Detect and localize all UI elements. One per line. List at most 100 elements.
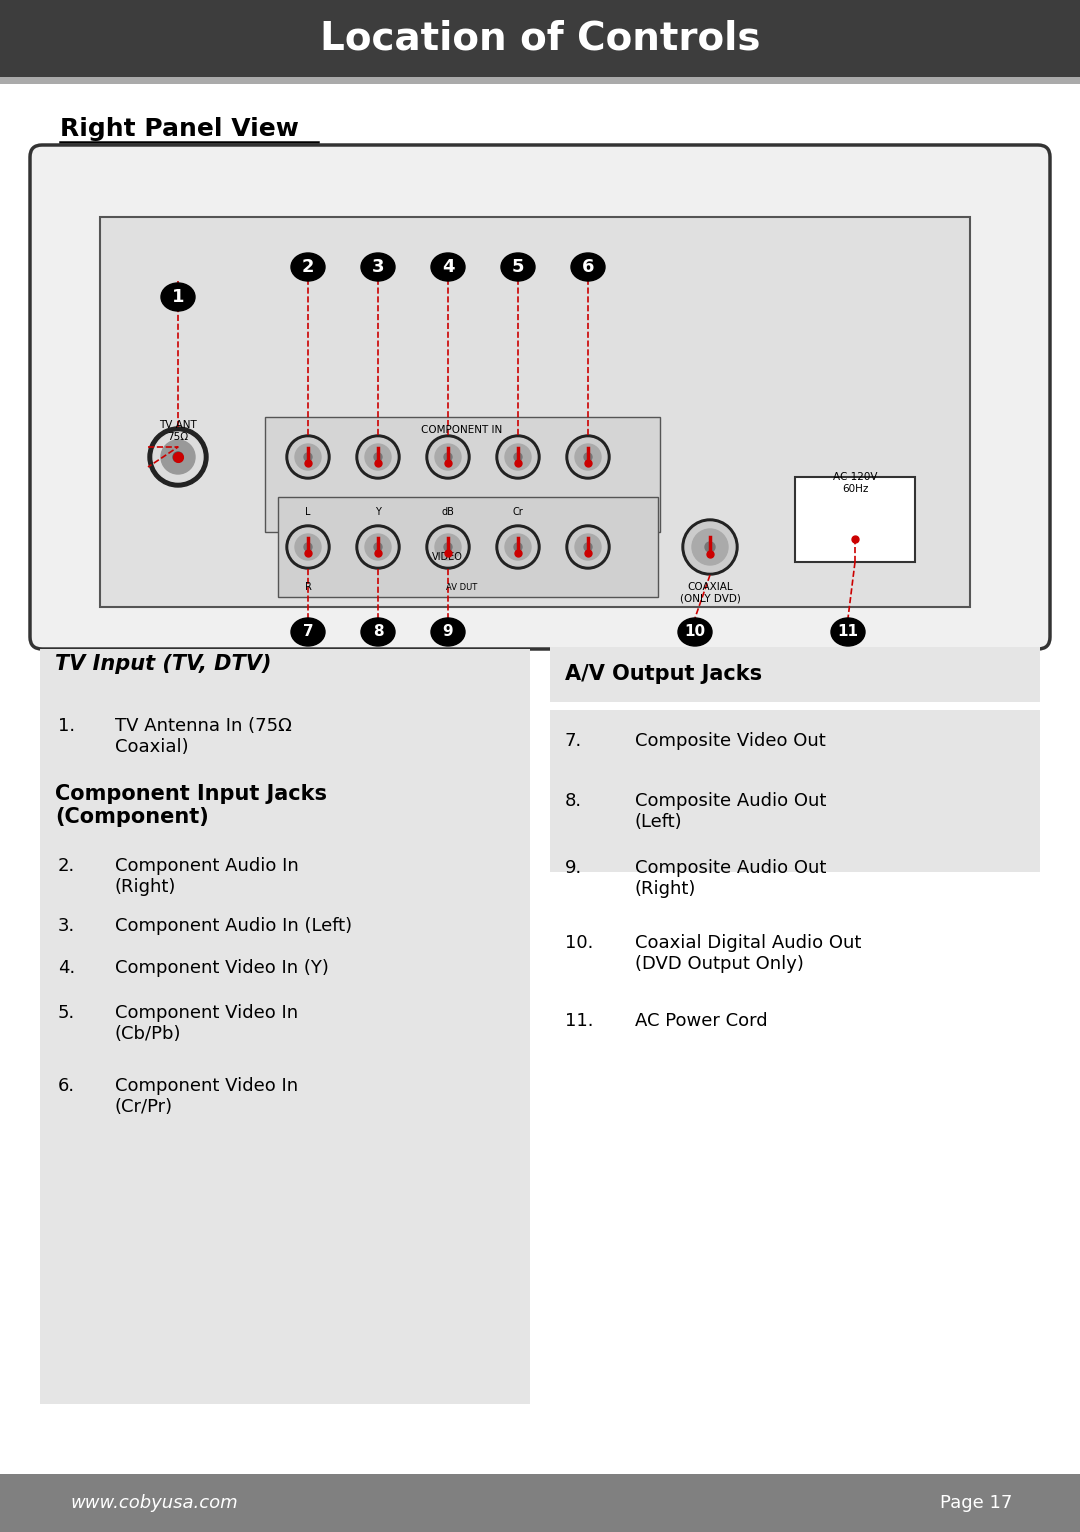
Circle shape <box>505 535 531 561</box>
Circle shape <box>435 535 461 561</box>
Text: 7: 7 <box>302 625 313 639</box>
Circle shape <box>692 529 728 565</box>
FancyBboxPatch shape <box>278 496 658 597</box>
FancyBboxPatch shape <box>0 77 1080 84</box>
Text: TV ANT
75Ω: TV ANT 75Ω <box>159 420 197 441</box>
Text: Page 17: Page 17 <box>940 1494 1012 1512</box>
FancyBboxPatch shape <box>550 647 1040 702</box>
FancyBboxPatch shape <box>550 709 1040 872</box>
Circle shape <box>575 535 600 561</box>
Circle shape <box>499 529 537 565</box>
Text: Cr: Cr <box>513 507 524 516</box>
Text: 8.: 8. <box>565 792 582 810</box>
Text: 6: 6 <box>582 257 594 276</box>
Text: Composite Audio Out
(Left): Composite Audio Out (Left) <box>635 792 826 830</box>
Circle shape <box>514 542 522 552</box>
Text: COMPONENT IN: COMPONENT IN <box>421 424 502 435</box>
Text: 7.: 7. <box>565 732 582 751</box>
Ellipse shape <box>361 617 395 647</box>
Ellipse shape <box>831 617 865 647</box>
Ellipse shape <box>161 283 195 311</box>
Circle shape <box>426 435 470 480</box>
Text: Location of Controls: Location of Controls <box>320 20 760 58</box>
Text: Component Video In
(Cr/Pr): Component Video In (Cr/Pr) <box>114 1077 298 1115</box>
Text: 3: 3 <box>372 257 384 276</box>
FancyBboxPatch shape <box>795 476 915 562</box>
Circle shape <box>289 438 327 476</box>
FancyBboxPatch shape <box>100 218 970 607</box>
Text: Component Video In
(Cb/Pb): Component Video In (Cb/Pb) <box>114 1003 298 1043</box>
Circle shape <box>566 435 610 480</box>
Text: 8: 8 <box>373 625 383 639</box>
Text: Right Panel View: Right Panel View <box>60 116 299 141</box>
Text: COAXIAL
(ONLY DVD): COAXIAL (ONLY DVD) <box>679 582 741 604</box>
Text: 9: 9 <box>443 625 454 639</box>
Circle shape <box>444 542 453 552</box>
Circle shape <box>426 525 470 568</box>
Text: 10: 10 <box>685 625 705 639</box>
Circle shape <box>153 432 203 483</box>
Circle shape <box>295 444 321 470</box>
Circle shape <box>505 444 531 470</box>
FancyBboxPatch shape <box>40 650 530 1403</box>
Text: TV Input (TV, DTV): TV Input (TV, DTV) <box>55 654 271 674</box>
Text: Composite Audio Out
(Right): Composite Audio Out (Right) <box>635 859 826 898</box>
FancyBboxPatch shape <box>0 1474 1080 1532</box>
Text: L: L <box>306 507 311 516</box>
Circle shape <box>444 453 453 461</box>
Text: 1.: 1. <box>58 717 76 735</box>
Circle shape <box>496 525 540 568</box>
Text: Composite Video Out: Composite Video Out <box>635 732 826 751</box>
Ellipse shape <box>571 253 605 280</box>
Ellipse shape <box>501 253 535 280</box>
Text: 5.: 5. <box>58 1003 76 1022</box>
Circle shape <box>374 542 382 552</box>
Ellipse shape <box>291 253 325 280</box>
Circle shape <box>365 444 391 470</box>
Circle shape <box>356 525 400 568</box>
Circle shape <box>429 438 467 476</box>
Circle shape <box>359 438 397 476</box>
Ellipse shape <box>431 253 465 280</box>
Circle shape <box>435 444 461 470</box>
Circle shape <box>429 529 467 565</box>
Text: Coaxial Digital Audio Out
(DVD Output Only): Coaxial Digital Audio Out (DVD Output On… <box>635 935 862 973</box>
Text: 1: 1 <box>172 288 185 306</box>
FancyBboxPatch shape <box>265 417 660 532</box>
Text: AC 120V
60Hz: AC 120V 60Hz <box>833 472 877 493</box>
Ellipse shape <box>291 617 325 647</box>
Text: 11.: 11. <box>565 1013 594 1030</box>
Circle shape <box>148 427 208 487</box>
Circle shape <box>566 525 610 568</box>
Text: R: R <box>305 582 311 591</box>
Circle shape <box>173 452 183 463</box>
Circle shape <box>584 542 592 552</box>
Text: 5: 5 <box>512 257 524 276</box>
Text: TV Antenna In (75Ω
Coaxial): TV Antenna In (75Ω Coaxial) <box>114 717 292 755</box>
Text: 2: 2 <box>301 257 314 276</box>
Text: dB: dB <box>442 507 455 516</box>
Circle shape <box>584 453 592 461</box>
Circle shape <box>374 453 382 461</box>
Circle shape <box>569 438 607 476</box>
Circle shape <box>496 435 540 480</box>
Circle shape <box>569 529 607 565</box>
Text: VIDEO: VIDEO <box>432 552 462 562</box>
Circle shape <box>161 440 195 473</box>
Text: 11: 11 <box>837 625 859 639</box>
Circle shape <box>359 529 397 565</box>
Circle shape <box>514 453 522 461</box>
Circle shape <box>575 444 600 470</box>
Text: Component Input Jacks
(Component): Component Input Jacks (Component) <box>55 784 327 827</box>
Circle shape <box>356 435 400 480</box>
Ellipse shape <box>431 617 465 647</box>
Circle shape <box>705 542 715 552</box>
Circle shape <box>286 525 330 568</box>
Circle shape <box>303 542 312 552</box>
Text: Component Audio In
(Right): Component Audio In (Right) <box>114 856 299 896</box>
Text: 6.: 6. <box>58 1077 76 1095</box>
FancyBboxPatch shape <box>30 146 1050 650</box>
Circle shape <box>499 438 537 476</box>
Circle shape <box>681 519 738 574</box>
Circle shape <box>289 529 327 565</box>
